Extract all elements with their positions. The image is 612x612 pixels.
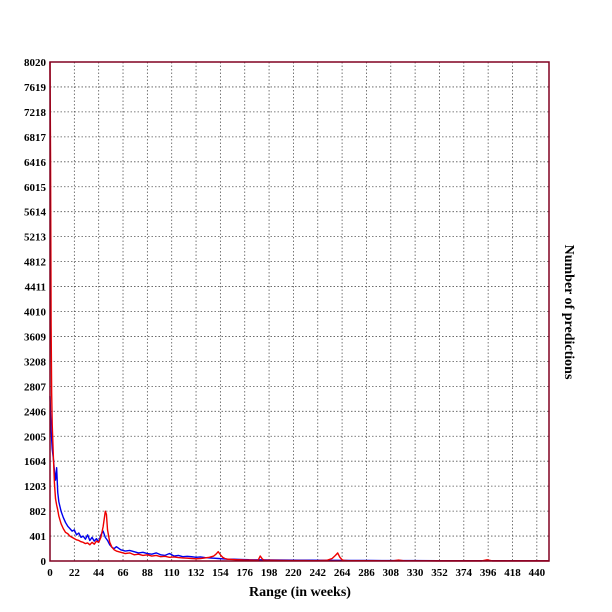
y-tick-label: 3609: [24, 331, 47, 343]
x-tick-label: 198: [261, 567, 278, 579]
y-tick-label: 8020: [24, 57, 47, 69]
y-tick-label: 401: [30, 531, 47, 543]
y-tick-label: 5614: [24, 207, 47, 219]
x-tick-label: 176: [236, 567, 253, 579]
y-tick-label: 2406: [24, 406, 47, 418]
x-tick-label: 264: [334, 567, 351, 579]
x-axis-label: Range (in weeks): [249, 585, 351, 600]
plot-frame: [49, 61, 550, 562]
x-tick-label: 44: [93, 567, 105, 579]
x-tick-label: 330: [407, 567, 424, 579]
x-tick-label: 66: [118, 567, 130, 579]
y-tick-label: 6015: [24, 182, 47, 194]
x-tick-label: 286: [358, 567, 375, 579]
x-tick-label: 154: [212, 567, 229, 579]
y-tick-label: 1604: [24, 456, 47, 468]
x-tick-label: 440: [529, 567, 546, 579]
y-tick-label: 6817: [24, 132, 47, 144]
x-tick-label: 132: [188, 567, 205, 579]
y-tick-label: 4411: [25, 282, 46, 294]
y-tick-label: 7218: [24, 107, 47, 119]
x-tick-label: 396: [480, 567, 497, 579]
y-tick-label: 5213: [24, 232, 47, 244]
x-tick-label: 242: [310, 567, 327, 579]
x-tick-label: 308: [383, 567, 400, 579]
y-tick-label: 4812: [24, 257, 47, 269]
y-tick-label: 4010: [24, 307, 47, 319]
y-tick-label: 0: [41, 556, 47, 568]
grid: [50, 62, 549, 561]
x-tick-label: 374: [456, 567, 473, 579]
y-tick-label: 2005: [24, 431, 47, 443]
y-tick-label: 802: [30, 506, 47, 518]
y-axis-ticks: 0 401 802 1203 1604 2005 2406 2807 3208 3609 4010 4…: [24, 57, 47, 568]
y-tick-label: 7619: [24, 82, 47, 94]
x-tick-label: 352: [431, 567, 448, 579]
x-tick-label: 22: [69, 567, 81, 579]
x-tick-label: 418: [504, 567, 521, 579]
y-tick-label: 6416: [24, 157, 47, 169]
x-tick-label: 88: [142, 567, 154, 579]
y-tick-label: 2807: [24, 381, 47, 393]
x-tick-label: 220: [285, 567, 302, 579]
x-tick-label: 110: [164, 567, 180, 579]
y-tick-label: 3208: [24, 356, 47, 368]
x-tick-label: 0: [47, 567, 53, 579]
y-tick-label: 1203: [24, 481, 47, 493]
y-axis-label: Number of predictions: [561, 245, 576, 380]
x-axis-ticks: 0 22 44 66 88 110 132 154 176 198 220 242 264 286 308 3…: [47, 567, 545, 579]
